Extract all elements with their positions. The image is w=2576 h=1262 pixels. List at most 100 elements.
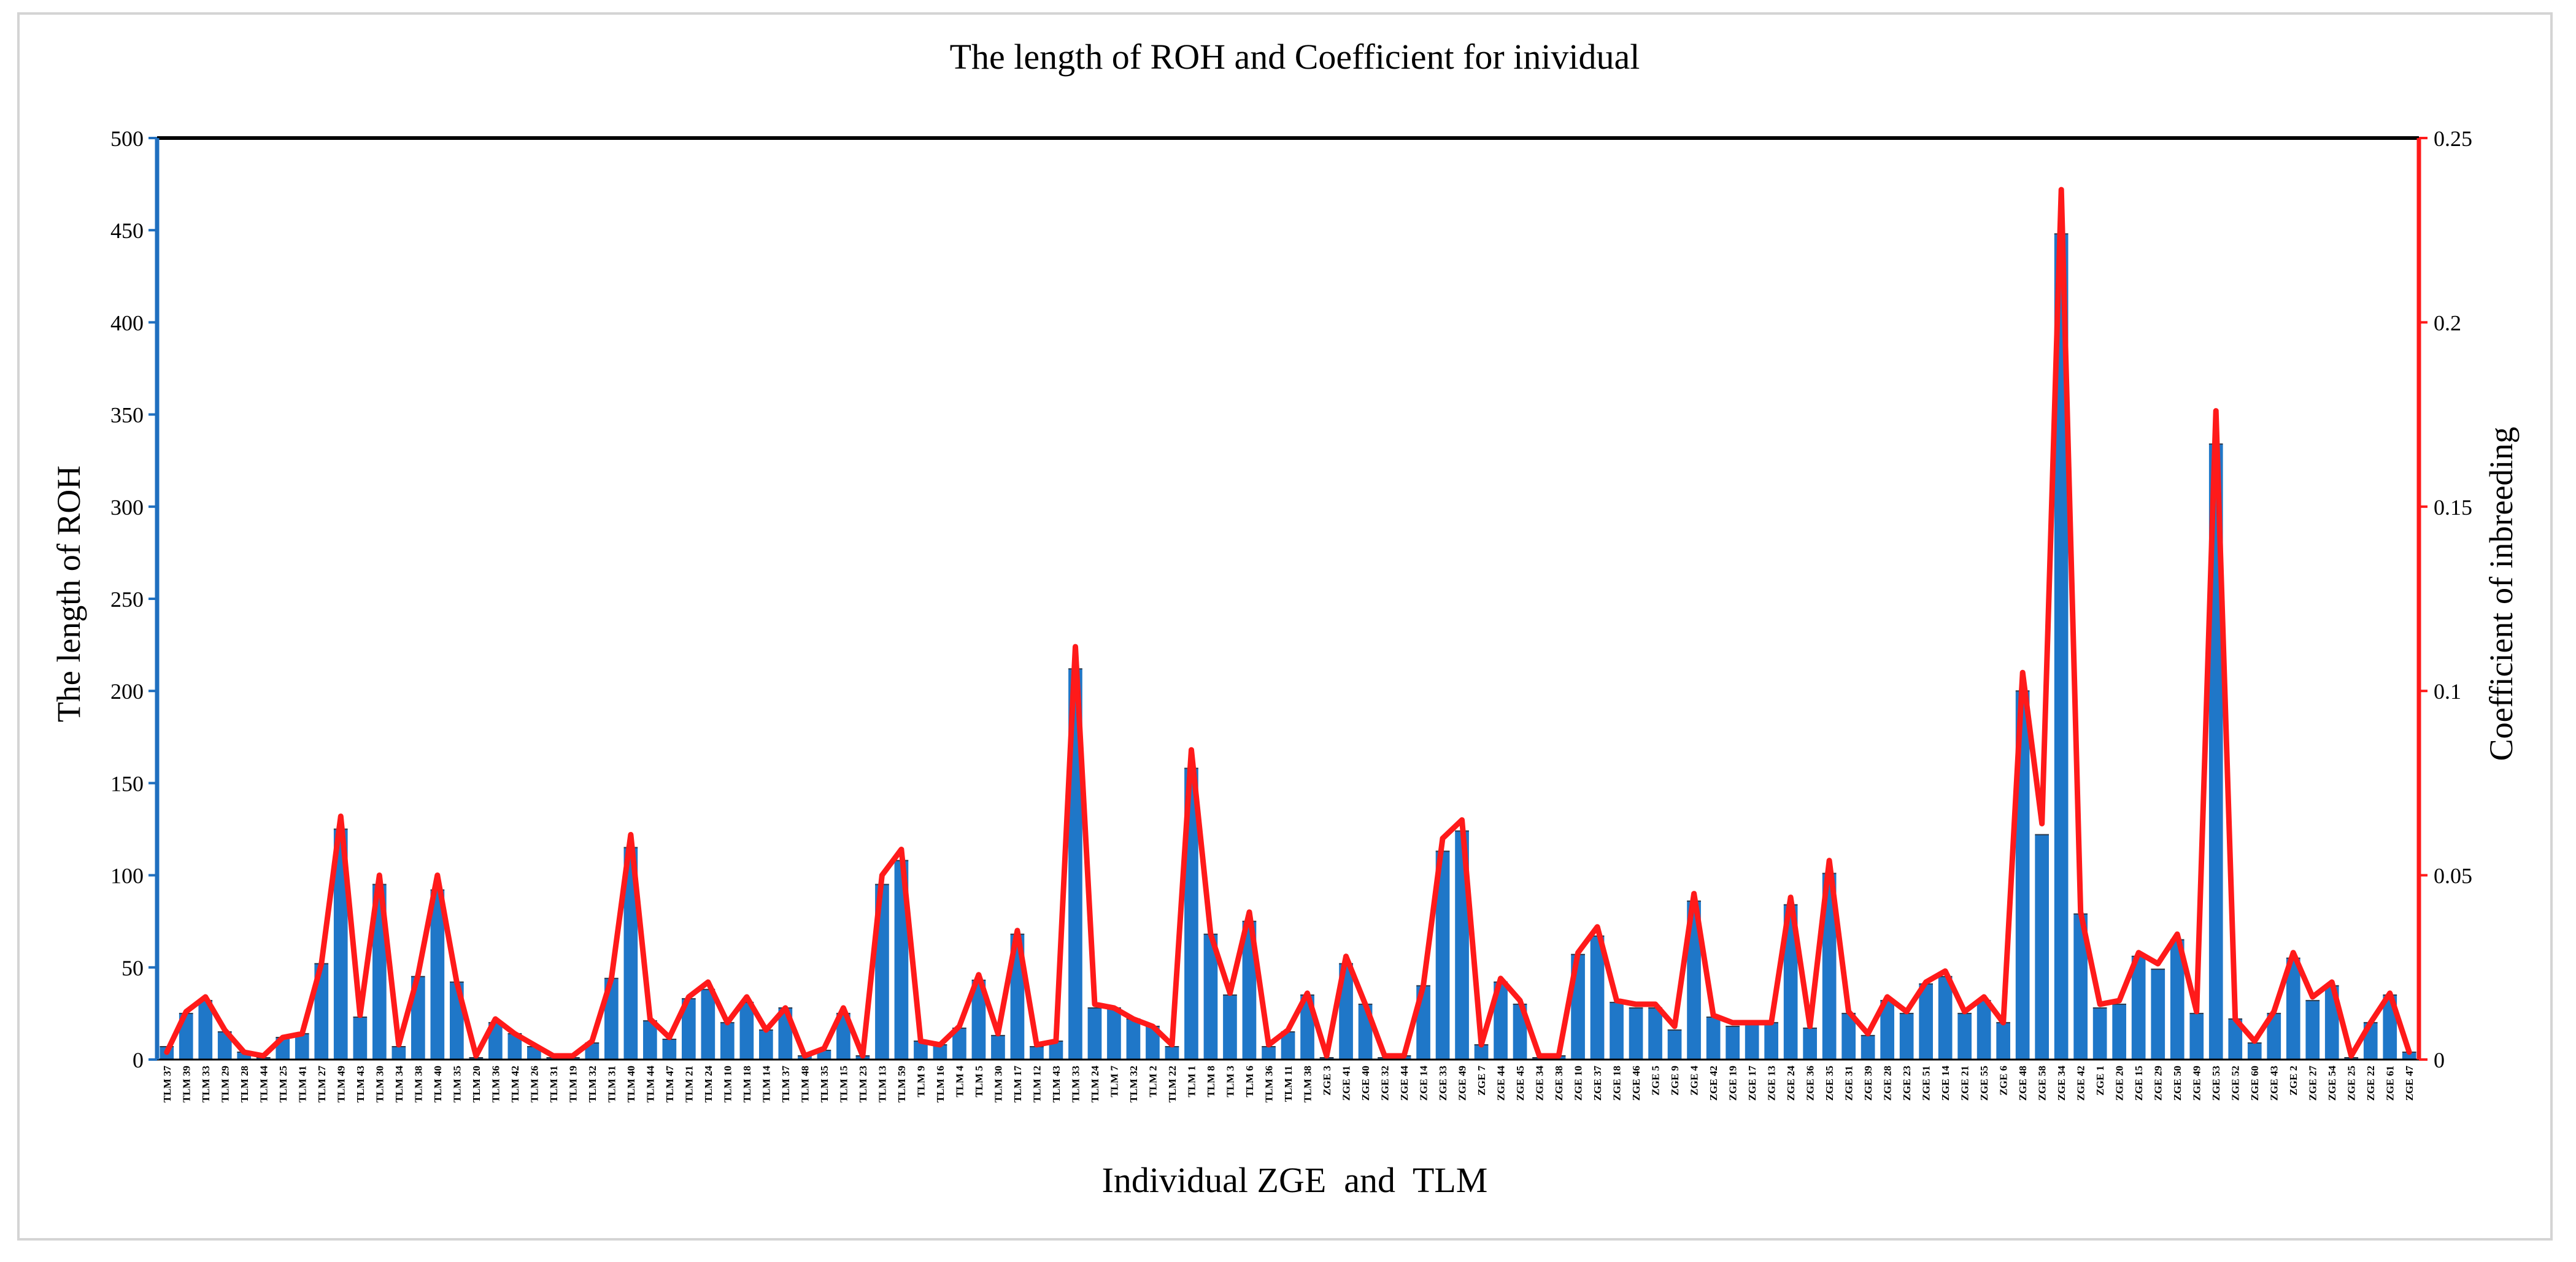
- x-tick-label: TLM 37: [780, 1066, 792, 1102]
- x-tick-label: TLM 44: [644, 1066, 656, 1102]
- x-tick-label: TLM 24: [1089, 1066, 1101, 1102]
- y-tick-label: 350: [110, 403, 144, 428]
- y2-axis-label: Coefficient of inbreeding: [2483, 427, 2520, 761]
- x-tick-label: ZGE 39: [1862, 1066, 1874, 1101]
- y2-tick-label: 0.25: [2434, 126, 2472, 151]
- bar: [333, 829, 348, 1060]
- bar: [488, 1022, 503, 1060]
- x-tick-label: ZGE 27: [2307, 1066, 2319, 1101]
- bar: [1242, 921, 1257, 1060]
- x-tick-label: TLM 30: [374, 1066, 385, 1102]
- y-tick-label: 450: [110, 218, 144, 243]
- x-tick-label: TLM 26: [528, 1066, 540, 1102]
- bar: [1764, 1022, 1778, 1060]
- x-tick-label: ZGE 41: [1341, 1066, 1352, 1101]
- bar: [1976, 1000, 1991, 1060]
- bar: [836, 1013, 850, 1060]
- x-axis-label: Individual ZGE and TLM: [1102, 1160, 1488, 1200]
- x-tick-label: ZGE 4: [1689, 1066, 1700, 1096]
- bar: [2305, 1000, 2320, 1060]
- bar: [314, 963, 329, 1060]
- bar: [198, 1000, 213, 1060]
- bar: [2035, 834, 2049, 1060]
- bar: [1726, 1026, 1740, 1060]
- x-tick-label: TLM 22: [1167, 1066, 1178, 1102]
- x-tick-label: TLM 20: [471, 1066, 482, 1102]
- x-tick-label: ZGE 54: [2326, 1066, 2338, 1101]
- x-tick-label: TLM 32: [587, 1066, 598, 1102]
- bar: [643, 1020, 657, 1060]
- x-tick-label: TLM 37: [161, 1066, 173, 1102]
- x-tick-label: TLM 41: [296, 1066, 308, 1102]
- bar: [2054, 234, 2069, 1060]
- x-tick-label: ZGE 25: [2346, 1066, 2358, 1101]
- x-tick-label: TLM 38: [1302, 1066, 1314, 1102]
- x-tick-label: ZGE 5: [1650, 1066, 1662, 1096]
- x-tick-label: TLM 3: [1225, 1066, 1236, 1097]
- bar: [1281, 1031, 1295, 1060]
- y2-tick-label: 0.1: [2434, 679, 2461, 704]
- bar: [1822, 873, 1837, 1060]
- x-tick-label: ZGE 14: [1940, 1066, 1951, 1101]
- x-tick-label: ZGE 21: [1959, 1066, 1971, 1101]
- bar-series: [160, 233, 2416, 1060]
- bar: [2112, 1004, 2126, 1060]
- bar: [1165, 1047, 1179, 1060]
- x-tick-label: ZGE 51: [1921, 1066, 1932, 1101]
- bar: [1880, 1000, 1894, 1060]
- bar: [1957, 1013, 1972, 1060]
- x-tick-label: TLM 30: [992, 1066, 1004, 1102]
- chart-title: The length of ROH and Coefficient for in…: [950, 37, 1640, 77]
- x-tick-label: TLM 31: [548, 1066, 560, 1102]
- bar: [1803, 1028, 1817, 1060]
- x-tick-label: ZGE 49: [2191, 1066, 2203, 1101]
- x-tick-label: TLM 11: [1282, 1066, 1294, 1102]
- x-tick-label: TLM 34: [393, 1066, 405, 1102]
- x-tick-label: TLM 16: [935, 1066, 946, 1102]
- x-tick-label: TLM 33: [1070, 1066, 1082, 1102]
- x-tick-label: ZGE 61: [2385, 1066, 2396, 1101]
- x-tick-label: ZGE 19: [1727, 1066, 1739, 1101]
- bar: [1610, 1002, 1624, 1060]
- bar: [952, 1028, 966, 1060]
- x-tick-label: TLM 47: [664, 1066, 676, 1102]
- bar: [682, 998, 696, 1060]
- x-tick-label: ZGE 40: [1360, 1066, 1371, 1101]
- x-tick-label: ZGE 1: [2094, 1066, 2106, 1096]
- x-tick-label: ZGE 55: [1978, 1066, 1990, 1101]
- bar: [2131, 956, 2146, 1060]
- bar: [1474, 1045, 1489, 1060]
- bar: [1745, 1022, 1759, 1060]
- bar: [1107, 1007, 1121, 1060]
- bar: [1648, 1007, 1662, 1060]
- x-tick-label: ZGE 35: [1824, 1066, 1835, 1101]
- bar: [1841, 1013, 1856, 1060]
- x-tick-label: ZGE 31: [1843, 1066, 1855, 1101]
- x-tick-label: TLM 7: [1109, 1066, 1120, 1098]
- x-tick-label: ZGE 60: [2249, 1066, 2261, 1101]
- bar: [2267, 1013, 2281, 1060]
- x-tick-label: TLM 36: [490, 1066, 501, 1102]
- bar: [2151, 969, 2165, 1060]
- x-tick-label: TLM 12: [1031, 1066, 1043, 1102]
- bar: [507, 1033, 522, 1060]
- x-tick-label: ZGE 38: [1553, 1066, 1565, 1101]
- x-tick-label: TLM 59: [896, 1066, 908, 1102]
- x-tick-label: ZGE 32: [1379, 1066, 1391, 1101]
- x-tick-label: ZGE 2: [2288, 1066, 2299, 1096]
- bar: [353, 1017, 368, 1060]
- x-tick-label: ZGE 47: [2404, 1066, 2415, 1101]
- bar: [720, 1022, 735, 1060]
- x-tick-label: TLM 40: [432, 1066, 444, 1102]
- x-tick-label: ZGE 7: [1476, 1066, 1487, 1096]
- x-tick-label: TLM 43: [1051, 1066, 1062, 1102]
- x-tick-label: TLM 5: [973, 1066, 985, 1097]
- bar: [2189, 1013, 2204, 1060]
- y-tick-label: 500: [110, 126, 144, 151]
- line-series: [164, 187, 2412, 1059]
- x-tick-label: ZGE 53: [2210, 1066, 2222, 1101]
- bar: [1706, 1017, 1721, 1060]
- x-tick-label: ZGE 6: [1998, 1066, 2010, 1096]
- x-tick-label: TLM 38: [412, 1066, 424, 1102]
